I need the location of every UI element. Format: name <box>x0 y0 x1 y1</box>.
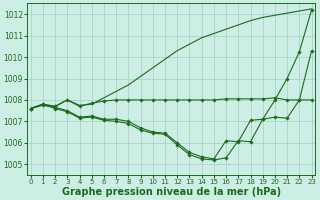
X-axis label: Graphe pression niveau de la mer (hPa): Graphe pression niveau de la mer (hPa) <box>61 187 281 197</box>
